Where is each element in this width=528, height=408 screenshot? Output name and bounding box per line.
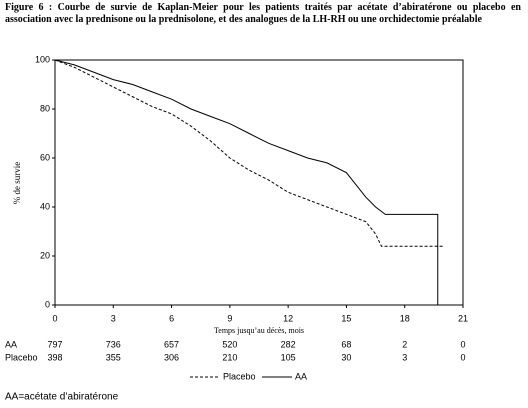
- risk-count: 657: [164, 339, 179, 349]
- x-tick-label: 18: [400, 313, 410, 323]
- y-axis-label: % de survie: [12, 162, 22, 205]
- y-tick-label: 100: [35, 54, 50, 64]
- x-tick-label: 9: [227, 313, 232, 323]
- risk-count: 210: [222, 352, 237, 362]
- legend-label: AA: [295, 371, 307, 381]
- x-tick-label: 21: [458, 313, 468, 323]
- x-tick-label: 0: [52, 313, 57, 323]
- risk-count: 797: [47, 339, 62, 349]
- risk-count: 355: [106, 352, 121, 362]
- risk-count: 30: [341, 352, 351, 362]
- y-tick-label: 40: [40, 201, 50, 211]
- risk-count: 0: [460, 339, 465, 349]
- plot-frame: [54, 59, 464, 306]
- survival-curve: [54, 59, 439, 305]
- risk-count: 105: [281, 352, 296, 362]
- risk-count: 398: [47, 352, 62, 362]
- risk-count: 306: [164, 352, 179, 362]
- risk-count: 736: [106, 339, 121, 349]
- risk-count: 2: [402, 339, 407, 349]
- x-axis-label: Temps jusqu’au décès, mois: [214, 326, 304, 335]
- legend-label: Placebo: [223, 371, 256, 381]
- y-tick-label: 0: [45, 299, 50, 309]
- risk-count: 0: [460, 352, 465, 362]
- y-tick-label: 20: [40, 250, 50, 260]
- y-tick-label: 80: [40, 103, 50, 113]
- survival-curve: [54, 59, 444, 247]
- risk-count: 3: [402, 352, 407, 362]
- footnote: AA=acétate d’abiratérone: [5, 392, 119, 403]
- x-tick-label: 3: [111, 313, 116, 323]
- x-tick-label: 12: [283, 313, 293, 323]
- risk-row-label: Placebo: [5, 352, 38, 362]
- x-tick-label: 15: [341, 313, 351, 323]
- x-tick-label: 6: [169, 313, 174, 323]
- y-tick-label: 60: [40, 152, 50, 162]
- risk-count: 520: [222, 339, 237, 349]
- chart-title: Figure 6 : Courbe de survie de Kaplan-Me…: [5, 2, 521, 25]
- risk-row-label: AA: [5, 339, 17, 349]
- risk-count: 68: [341, 339, 351, 349]
- risk-count: 282: [281, 339, 296, 349]
